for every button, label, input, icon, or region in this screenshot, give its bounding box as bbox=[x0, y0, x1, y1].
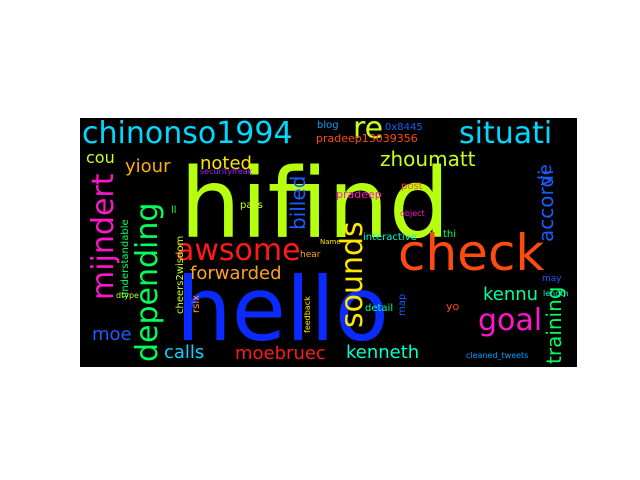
word-pass: pass bbox=[240, 200, 263, 211]
word-forwarded: forwarded bbox=[190, 263, 282, 284]
word-check: check bbox=[398, 224, 545, 282]
word-length: length bbox=[543, 289, 569, 298]
word-map: map bbox=[397, 293, 408, 316]
word-cheers2wisdom: cheers2wisdom bbox=[175, 235, 186, 314]
word-hear: hear bbox=[300, 250, 321, 260]
word-hello: hello bbox=[176, 258, 389, 361]
word-goal: goal bbox=[478, 303, 543, 338]
word-may: may bbox=[542, 274, 562, 284]
word-awsome: awsome bbox=[176, 233, 301, 268]
word-accordi: accordi bbox=[534, 169, 558, 242]
word-hifind: hifind bbox=[180, 148, 450, 260]
word-dtype: dtype bbox=[116, 291, 139, 300]
word-securityfreak: securityfreak bbox=[200, 167, 253, 176]
word-pradeep13039356: pradeep13039356 bbox=[316, 132, 418, 145]
word-chinonso1994: chinonso1994 bbox=[82, 118, 293, 151]
word-situati: situati bbox=[459, 118, 553, 151]
word-training: training bbox=[542, 286, 566, 364]
word-zhoumatt: zhoumatt bbox=[380, 147, 476, 171]
word-cou: cou bbox=[86, 148, 115, 167]
word-blog: blog bbox=[317, 120, 339, 131]
word-thi: thi bbox=[443, 229, 457, 240]
word-feedback: feedback bbox=[303, 296, 312, 333]
word-cloud: hello hifind check chinonso1994 situati … bbox=[80, 118, 577, 367]
word-detail: detail bbox=[365, 303, 394, 314]
word-ll: ll bbox=[171, 205, 177, 216]
word-post: post bbox=[401, 181, 423, 192]
word-Name: Name bbox=[320, 238, 341, 246]
word-yiour: yiour bbox=[125, 156, 171, 177]
word-calls: calls bbox=[164, 342, 205, 363]
word-0x8445: 0x8445 bbox=[385, 122, 423, 133]
word-moe: moe bbox=[92, 324, 132, 345]
word-object: object bbox=[400, 209, 425, 218]
word-understandable: understandable bbox=[120, 219, 131, 298]
word-mijndert: mijndert bbox=[86, 173, 121, 300]
word-cleaned_tweets: cleaned_tweets bbox=[466, 351, 529, 360]
word-kenneth: kenneth bbox=[346, 342, 420, 363]
word-pradeep: pradeep bbox=[336, 188, 382, 201]
word-moebruec: moebruec bbox=[235, 343, 326, 364]
word-depending: depending bbox=[130, 202, 165, 362]
word-interactive: interactive bbox=[363, 232, 417, 243]
word-rsix: rsix bbox=[191, 294, 202, 313]
word-re: re bbox=[353, 118, 384, 146]
word-yo: yo bbox=[446, 300, 460, 313]
word-billed: billed bbox=[286, 175, 310, 230]
word-kennu: kennu bbox=[483, 284, 539, 305]
word-noted: noted bbox=[200, 153, 252, 174]
